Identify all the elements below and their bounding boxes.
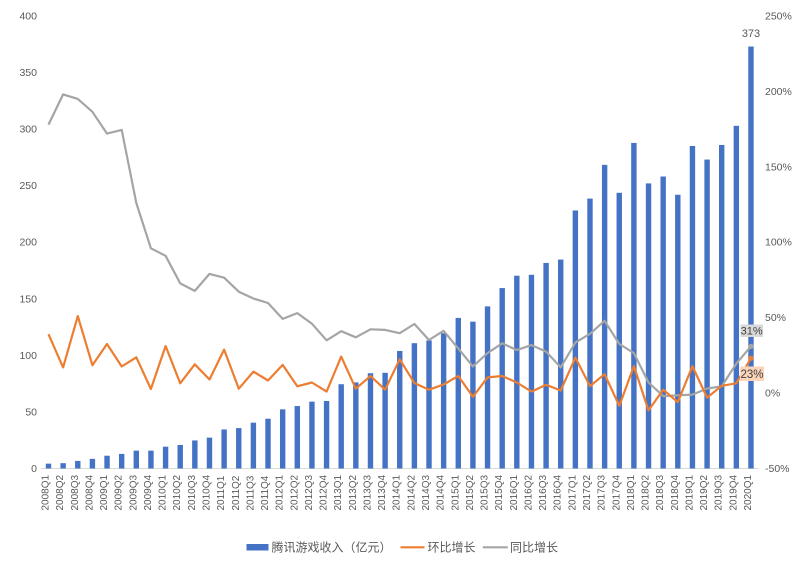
svg-text:2014Q3: 2014Q3 <box>421 474 432 510</box>
svg-text:环比增长: 环比增长 <box>428 541 476 555</box>
svg-text:2008Q4: 2008Q4 <box>84 474 95 510</box>
svg-text:2014Q2: 2014Q2 <box>406 474 417 510</box>
svg-text:100%: 100% <box>765 237 792 249</box>
svg-text:0: 0 <box>31 463 37 475</box>
svg-text:2019Q1: 2019Q1 <box>684 474 695 510</box>
svg-text:2011Q2: 2011Q2 <box>231 475 242 510</box>
svg-text:2019Q4: 2019Q4 <box>728 474 739 510</box>
svg-text:200: 200 <box>19 237 37 249</box>
svg-text:2011Q1: 2011Q1 <box>216 475 227 510</box>
svg-text:2017Q1: 2017Q1 <box>567 474 578 510</box>
svg-text:50%: 50% <box>765 312 786 324</box>
svg-text:2018Q4: 2018Q4 <box>670 474 681 510</box>
svg-text:2009Q4: 2009Q4 <box>143 474 154 510</box>
svg-text:2010Q2: 2010Q2 <box>172 474 183 510</box>
svg-text:50: 50 <box>25 406 37 418</box>
svg-text:2017Q4: 2017Q4 <box>611 474 622 510</box>
svg-text:同比增长: 同比增长 <box>510 541 558 555</box>
svg-text:2010Q4: 2010Q4 <box>202 474 213 510</box>
svg-text:2011Q4: 2011Q4 <box>260 475 271 510</box>
svg-text:2013Q1: 2013Q1 <box>333 474 344 510</box>
svg-text:2015Q4: 2015Q4 <box>494 474 505 510</box>
svg-text:2019Q3: 2019Q3 <box>714 474 725 510</box>
svg-text:2008Q3: 2008Q3 <box>70 474 81 510</box>
svg-text:2015Q1: 2015Q1 <box>450 474 461 510</box>
svg-text:2012Q1: 2012Q1 <box>275 474 286 510</box>
svg-text:2013Q2: 2013Q2 <box>348 474 359 510</box>
svg-text:2014Q1: 2014Q1 <box>392 474 403 510</box>
svg-text:2016Q1: 2016Q1 <box>509 474 520 510</box>
svg-text:2009Q1: 2009Q1 <box>99 474 110 510</box>
svg-text:2019Q2: 2019Q2 <box>699 474 710 510</box>
svg-text:2010Q1: 2010Q1 <box>158 474 169 510</box>
svg-text:2012Q4: 2012Q4 <box>319 474 330 510</box>
svg-text:150: 150 <box>19 293 37 305</box>
svg-text:2016Q2: 2016Q2 <box>524 474 535 510</box>
svg-text:2015Q3: 2015Q3 <box>480 474 491 510</box>
svg-text:200%: 200% <box>765 86 792 98</box>
svg-text:2012Q3: 2012Q3 <box>304 474 315 510</box>
svg-text:350: 350 <box>19 67 37 79</box>
svg-text:250: 250 <box>19 180 37 192</box>
svg-text:2013Q4: 2013Q4 <box>377 474 388 510</box>
svg-text:2018Q1: 2018Q1 <box>626 474 637 510</box>
svg-text:2018Q3: 2018Q3 <box>655 474 666 510</box>
svg-text:373: 373 <box>742 28 760 40</box>
svg-text:2018Q2: 2018Q2 <box>641 474 652 510</box>
svg-text:150%: 150% <box>765 161 792 173</box>
svg-text:2017Q2: 2017Q2 <box>582 474 593 510</box>
svg-text:-50%: -50% <box>765 463 790 475</box>
svg-text:2016Q4: 2016Q4 <box>553 474 564 510</box>
svg-text:2012Q2: 2012Q2 <box>289 474 300 510</box>
svg-text:2015Q2: 2015Q2 <box>465 474 476 510</box>
svg-text:2009Q2: 2009Q2 <box>114 474 125 510</box>
svg-text:2013Q3: 2013Q3 <box>363 474 374 510</box>
svg-text:2010Q3: 2010Q3 <box>187 474 198 510</box>
svg-text:2008Q2: 2008Q2 <box>55 474 66 510</box>
svg-text:2016Q3: 2016Q3 <box>538 474 549 510</box>
svg-text:400: 400 <box>19 11 37 23</box>
svg-text:0%: 0% <box>765 388 780 400</box>
svg-text:31%: 31% <box>741 326 763 338</box>
svg-text:腾讯游戏收入（亿元）: 腾讯游戏收入（亿元） <box>272 540 392 555</box>
svg-text:300: 300 <box>19 124 37 136</box>
svg-text:2009Q3: 2009Q3 <box>128 474 139 510</box>
svg-text:2020Q1: 2020Q1 <box>743 474 754 510</box>
svg-text:2017Q3: 2017Q3 <box>597 474 608 510</box>
svg-text:2008Q1: 2008Q1 <box>41 474 52 510</box>
svg-text:2011Q3: 2011Q3 <box>245 475 256 510</box>
svg-text:23%: 23% <box>740 369 763 381</box>
svg-text:100: 100 <box>19 350 37 362</box>
svg-text:250%: 250% <box>765 11 792 23</box>
svg-text:2014Q4: 2014Q4 <box>436 474 447 510</box>
